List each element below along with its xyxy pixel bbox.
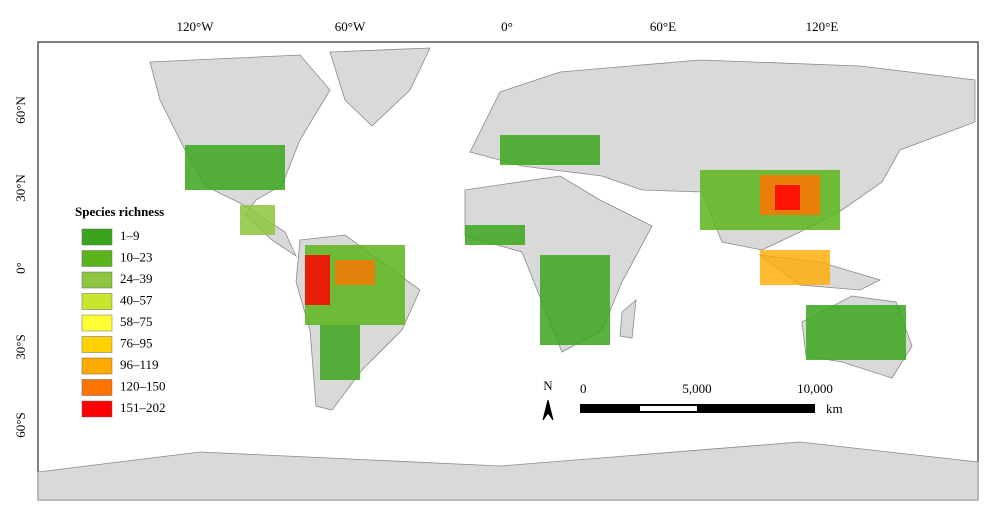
lon-label: 120°W — [177, 19, 215, 34]
legend-label: 96–119 — [120, 357, 159, 372]
lon-label: 60°E — [650, 19, 676, 34]
lat-label: 30°N — [13, 174, 28, 202]
legend-label: 120–150 — [120, 378, 166, 393]
scale-bar: N km 0 5,000 10,000 — [542, 378, 843, 421]
scale-label: 10,000 — [797, 381, 833, 396]
richness-cells — [185, 135, 906, 380]
north-label: N — [543, 378, 553, 393]
legend-label: 151–202 — [120, 400, 166, 415]
legend-swatch — [81, 379, 113, 396]
legend-title: Species richness — [75, 204, 164, 219]
legend-label: 76–95 — [120, 335, 153, 350]
scale-label: 0 — [580, 381, 587, 396]
lat-label: 0° — [13, 262, 28, 274]
scale-bar-segment — [640, 406, 697, 411]
legend-swatch — [81, 228, 113, 246]
legend-swatch — [81, 314, 113, 332]
lat-label: 60°N — [13, 96, 28, 124]
legend-label: 40–57 — [120, 292, 153, 307]
legend-swatch — [81, 250, 113, 267]
legend-swatch — [81, 271, 113, 289]
scale-label: 5,000 — [682, 381, 711, 396]
legend-label: 24–39 — [120, 271, 153, 286]
legend-label: 1–9 — [120, 228, 140, 243]
graticule-labels: 120°W 60°W 0° 60°E 120°E 60°N 30°N 0° 30°S 60°S — [13, 19, 838, 438]
lat-label: 60°S — [13, 412, 28, 437]
lon-label: 120°E — [806, 19, 839, 34]
legend: Species richness 1–9 10–23 24–39 40–57 58–75… — [75, 204, 166, 418]
legend-swatch — [81, 400, 113, 418]
lon-label: 60°W — [335, 19, 366, 34]
lon-label: 0° — [501, 19, 513, 34]
legend-label: 10–23 — [120, 249, 153, 264]
legend-swatch — [81, 293, 113, 310]
legend-label: 58–75 — [120, 314, 153, 329]
scale-bar-fill — [580, 404, 815, 413]
legend-swatch — [81, 336, 113, 353]
legend-swatch — [81, 357, 113, 375]
lat-label: 30°S — [13, 334, 28, 359]
north-arrow — [542, 399, 554, 421]
scale-unit: km — [826, 401, 843, 416]
